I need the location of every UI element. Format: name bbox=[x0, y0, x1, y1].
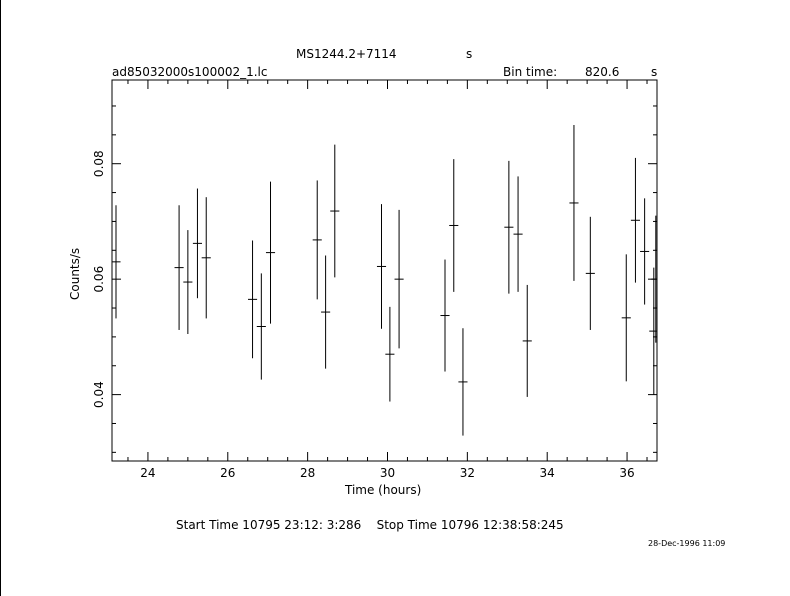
lightcurve-file-name: ad85032000s100002_1.lc bbox=[112, 65, 268, 79]
plot-axes bbox=[111, 79, 658, 462]
data-point bbox=[330, 144, 340, 278]
data-point bbox=[504, 160, 514, 294]
object-unit: s bbox=[466, 47, 473, 61]
bin-time-label: Bin time: bbox=[503, 65, 558, 79]
data-point bbox=[513, 176, 523, 292]
data-point bbox=[640, 198, 650, 305]
window-frame-edge bbox=[0, 0, 1, 596]
data-point bbox=[265, 181, 276, 324]
data-point bbox=[569, 125, 579, 281]
data-point bbox=[183, 230, 193, 334]
x-tick-label: 36 bbox=[619, 466, 634, 480]
data-point bbox=[630, 157, 640, 283]
data-point bbox=[321, 255, 331, 369]
x-tick-label: 32 bbox=[460, 466, 475, 480]
bin-time-value: 820.6 bbox=[585, 65, 620, 79]
data-point bbox=[385, 306, 395, 402]
data-point bbox=[394, 209, 404, 349]
data-point bbox=[174, 205, 184, 330]
object-name: MS1244.2+7114 bbox=[296, 47, 397, 61]
x-tick-label: 30 bbox=[380, 466, 395, 480]
data-points bbox=[112, 125, 657, 436]
data-point bbox=[585, 216, 595, 330]
start-stop-time: Start Time 10795 23:12: 3:286 Stop Time … bbox=[176, 518, 564, 532]
y-tick-label: 0.08 bbox=[92, 150, 106, 177]
x-tick-label: 34 bbox=[540, 466, 555, 480]
data-point bbox=[201, 197, 211, 319]
data-point bbox=[621, 254, 631, 382]
bin-time-unit: s bbox=[651, 65, 658, 79]
x-tick-label: 26 bbox=[220, 466, 235, 480]
tick-labels: 24 26 28 30 32 34 36 0.04 0.06 0.08 bbox=[92, 150, 635, 480]
x-tick-label: 28 bbox=[300, 466, 315, 480]
data-point bbox=[458, 328, 468, 436]
x-tick-label: 24 bbox=[140, 466, 155, 480]
data-point bbox=[312, 180, 322, 300]
plot-frame bbox=[111, 79, 658, 462]
data-point bbox=[376, 204, 387, 329]
data-point bbox=[112, 205, 121, 319]
data-point bbox=[256, 273, 266, 380]
data-point bbox=[651, 215, 657, 343]
data-point bbox=[440, 259, 450, 372]
y-tick-label: 0.06 bbox=[92, 266, 106, 293]
data-point bbox=[449, 159, 459, 292]
data-point bbox=[522, 284, 532, 397]
data-point bbox=[192, 188, 202, 299]
date-stamp: 28-Dec-1996 11:09 bbox=[648, 539, 726, 548]
x-axis-label: Time (hours) bbox=[345, 483, 422, 497]
y-tick-label: 0.04 bbox=[92, 381, 106, 408]
data-point bbox=[247, 240, 258, 359]
